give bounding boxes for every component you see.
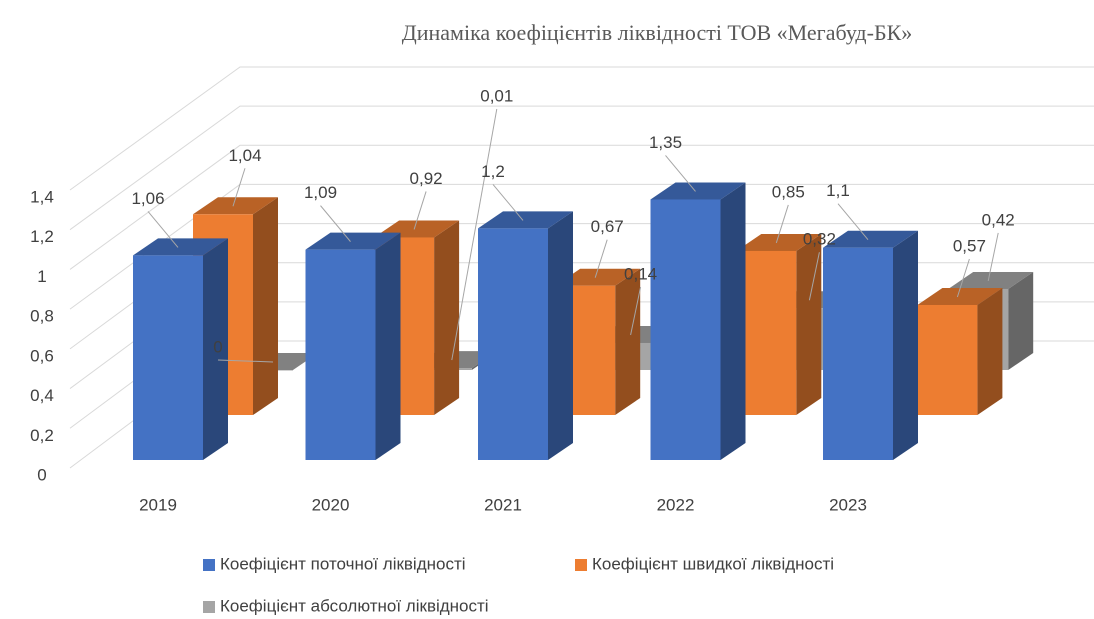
data-label: 1,06 (131, 189, 164, 208)
legend-swatch (203, 559, 215, 571)
bar (917, 287, 1003, 415)
data-label: 1,2 (481, 162, 505, 181)
bar-top (555, 268, 641, 286)
grid-line (69, 144, 1094, 270)
leader-line (775, 204, 789, 244)
y-tick-label: 0 (37, 465, 46, 484)
y-tick-label: 1 (37, 267, 46, 286)
leader-line (837, 203, 869, 241)
bar-side (977, 287, 1003, 415)
bar-front (133, 255, 203, 460)
data-label: 0,32 (803, 230, 836, 249)
data-label: 0,01 (480, 86, 513, 105)
bar-top (948, 271, 1034, 289)
bar-top (736, 233, 822, 251)
x-tick-label: 2021 (484, 495, 522, 514)
legend-label: Коефіцієнт поточної ліквідності (220, 554, 466, 573)
bar-side (434, 220, 460, 415)
leader-line (492, 184, 524, 221)
y-tick-label: 0,2 (30, 426, 54, 445)
bar-side (720, 182, 746, 460)
data-label: 1,1 (826, 181, 850, 200)
grid-line (69, 105, 1094, 231)
y-tick-label: 1,2 (30, 227, 54, 246)
bar-side (203, 238, 228, 460)
leader-line (147, 211, 179, 248)
data-label: 1,04 (228, 146, 261, 165)
grid-line (69, 66, 1094, 191)
leader-line (451, 108, 498, 361)
bar-top (917, 287, 1003, 305)
bar-top (193, 197, 278, 215)
bar-side (615, 268, 641, 415)
y-tick-label: 0,4 (30, 386, 54, 405)
y-tick-label: 0,6 (30, 346, 54, 365)
data-label: 0 (213, 337, 222, 356)
y-tick-label: 0,8 (30, 307, 54, 326)
legend-label: Коефіцієнт швидкої ліквідності (592, 554, 834, 573)
bar-side (893, 230, 918, 460)
bar (736, 233, 822, 415)
leader-line (630, 286, 642, 336)
bar-side (796, 233, 822, 415)
bar (650, 182, 746, 460)
bar-side (253, 197, 278, 415)
data-label: 0,67 (591, 217, 624, 236)
leader-line (956, 258, 970, 298)
bar-front (823, 247, 893, 460)
legend-label: Коефіцієнт абсолютної ліквідності (220, 596, 489, 615)
data-label: 1,09 (304, 183, 337, 202)
leader-line (217, 359, 274, 363)
bar-front (305, 249, 376, 460)
bar (478, 211, 573, 460)
bar-front (736, 250, 797, 415)
legend-swatch (575, 559, 587, 571)
data-label: 0,92 (410, 169, 443, 188)
data-label: 0,57 (953, 236, 986, 255)
bar-front (917, 304, 978, 415)
bar-side (375, 232, 401, 460)
x-tick-label: 2022 (657, 495, 695, 514)
leader-line (987, 232, 999, 282)
bar-front (478, 228, 548, 460)
bar (305, 232, 401, 460)
leader-line (320, 205, 351, 242)
leader-line (413, 191, 427, 230)
bar (133, 238, 228, 460)
bar-top (478, 211, 573, 229)
x-tick-label: 2019 (139, 495, 177, 514)
bar-side (548, 211, 573, 460)
leader-line (808, 252, 820, 301)
chart-title: Динаміка коефіцієнтів ліквідності ТОВ «М… (402, 20, 913, 45)
bar (823, 230, 918, 460)
bar-front (650, 199, 721, 460)
data-label: 0,14 (624, 264, 657, 283)
bar-top (133, 238, 228, 256)
leader-line (594, 239, 608, 278)
data-label: 0,42 (982, 210, 1015, 229)
bar-top (650, 182, 746, 200)
x-tick-label: 2020 (312, 495, 350, 514)
bar-side (1008, 271, 1034, 370)
bar-top (305, 232, 401, 250)
legend-swatch (203, 601, 215, 613)
x-tick-label: 2023 (829, 495, 867, 514)
y-tick-label: 1,4 (30, 187, 54, 206)
leader-line (665, 155, 696, 192)
data-label: 0,85 (772, 182, 805, 201)
bar-top (823, 230, 918, 248)
data-label: 1,35 (649, 133, 682, 152)
leader-line (232, 168, 246, 207)
